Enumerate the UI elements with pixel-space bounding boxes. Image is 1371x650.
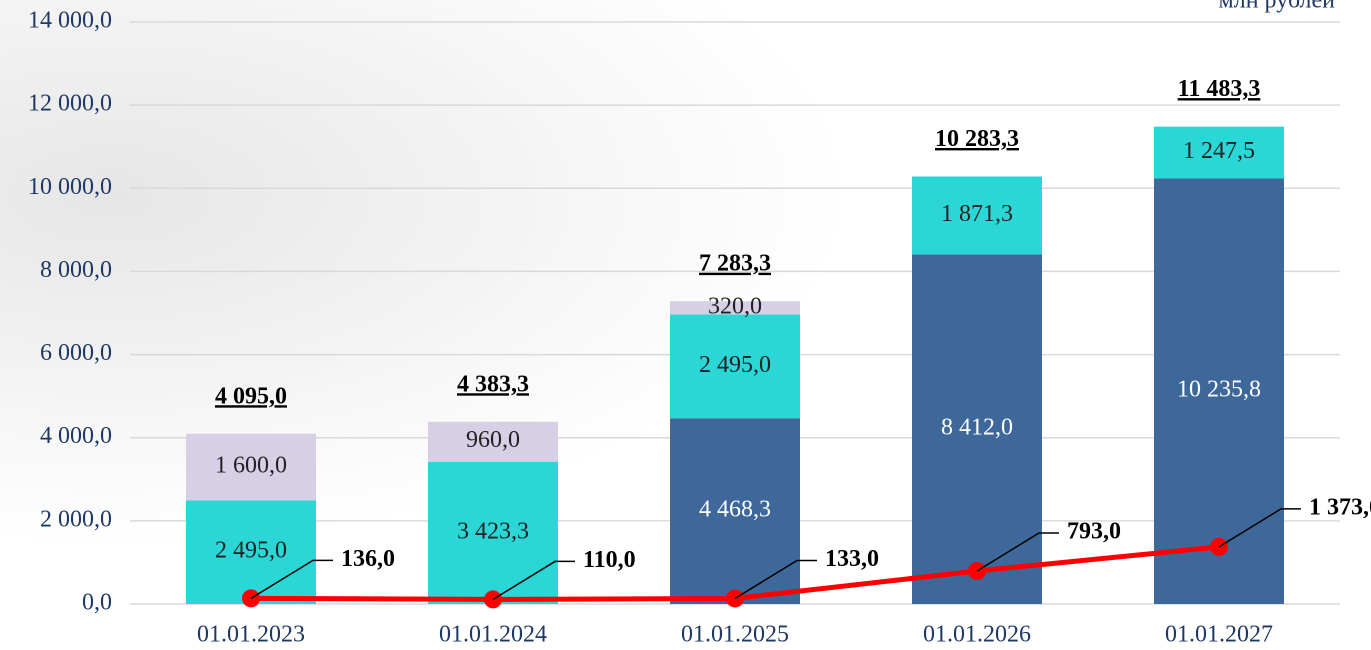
x-tick-label: 01.01.2025 bbox=[681, 622, 789, 648]
leader-line bbox=[734, 559, 817, 600]
line-value-label: 1 373,0 bbox=[1309, 494, 1371, 520]
y-tick-label: 4 000,0 bbox=[40, 423, 112, 449]
total-label: 4 383,3 bbox=[457, 371, 529, 397]
value-label: 1 247,5 bbox=[1183, 138, 1255, 164]
value-label: 2 495,0 bbox=[215, 538, 287, 564]
x-tick-label: 01.01.2026 bbox=[923, 622, 1031, 648]
leader-line bbox=[250, 559, 333, 599]
line-value-label: 793,0 bbox=[1067, 519, 1121, 545]
bar-segment bbox=[1154, 178, 1284, 605]
x-tick-label: 01.01.2027 bbox=[1165, 622, 1273, 648]
bar-segment bbox=[186, 500, 316, 604]
leader-line bbox=[492, 560, 575, 601]
value-label: 960,0 bbox=[466, 427, 520, 453]
y-tick-label: 10 000,0 bbox=[28, 174, 112, 200]
leader-line bbox=[976, 532, 1059, 572]
y-tick-label: 6 000,0 bbox=[40, 340, 112, 366]
line-value-label: 136,0 bbox=[341, 546, 395, 572]
x-tick-label: 01.01.2024 bbox=[439, 622, 547, 648]
bar-segment bbox=[912, 254, 1042, 604]
total-label: 7 283,3 bbox=[699, 251, 771, 277]
line-value-label: 110,0 bbox=[583, 547, 636, 573]
value-label: 1 600,0 bbox=[215, 453, 287, 479]
total-label: 10 283,3 bbox=[935, 126, 1019, 152]
y-tick-label: 8 000,0 bbox=[40, 257, 112, 283]
total-label: 11 483,3 bbox=[1178, 76, 1261, 102]
value-label: 1 871,3 bbox=[941, 201, 1013, 227]
bar-segment bbox=[428, 461, 558, 604]
bar-segment bbox=[670, 418, 800, 604]
total-label: 4 095,0 bbox=[215, 383, 287, 409]
value-label: 320,0 bbox=[708, 293, 762, 319]
y-tick-label: 0,0 bbox=[82, 590, 112, 616]
y-tick-label: 14 000,0 bbox=[28, 8, 112, 34]
y-tick-label: 2 000,0 bbox=[40, 506, 112, 532]
value-label: 3 423,3 bbox=[457, 518, 529, 544]
value-label: 2 495,0 bbox=[699, 352, 771, 378]
bar-segment bbox=[186, 433, 316, 501]
bar-segment bbox=[912, 176, 1042, 255]
y-tick-label: 12 000,0 bbox=[28, 91, 112, 117]
bar-segment bbox=[670, 301, 800, 315]
bar-segment bbox=[670, 314, 800, 419]
bar-segment bbox=[1154, 126, 1284, 179]
value-label: 8 412,0 bbox=[941, 415, 1013, 441]
unit-label: млн рублей bbox=[1219, 0, 1336, 14]
bar-segment bbox=[428, 421, 558, 462]
x-tick-label: 01.01.2023 bbox=[197, 622, 305, 648]
value-label: 4 468,3 bbox=[699, 497, 771, 523]
value-label: 10 235,8 bbox=[1177, 377, 1261, 403]
leader-line bbox=[1218, 508, 1301, 548]
line-value-label: 133,0 bbox=[825, 546, 879, 572]
